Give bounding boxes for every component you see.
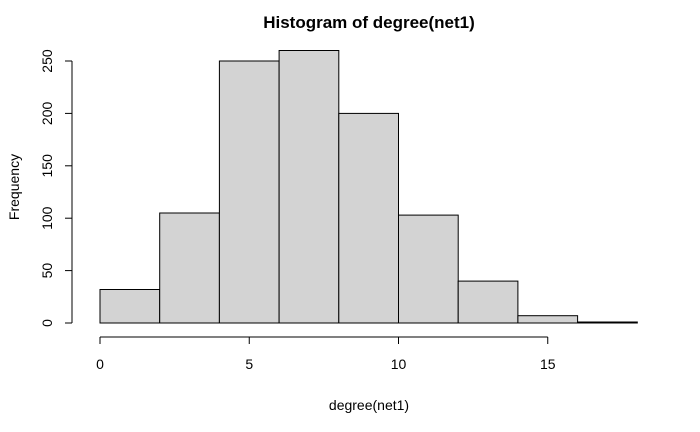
y-axis: 0 50 100 150 200 250: [39, 49, 73, 327]
histogram-bar: [517, 315, 579, 324]
y-tick-label: 250: [39, 49, 55, 73]
x-tick-label: 0: [96, 356, 104, 372]
histogram-bar: [577, 321, 638, 324]
y-tick-label: 150: [39, 154, 55, 178]
chart-title: Histogram of degree(net1): [263, 13, 475, 32]
y-tick-label: 50: [39, 263, 55, 279]
y-tick-label: 200: [39, 102, 55, 126]
histogram-bar: [278, 50, 340, 324]
x-axis: 0 5 10 15: [96, 336, 556, 372]
x-tick-label: 5: [245, 356, 253, 372]
histogram-bar: [398, 214, 459, 324]
histogram-bar: [338, 112, 399, 324]
x-tick-label: 15: [540, 356, 556, 372]
histogram-bar: [457, 280, 519, 324]
y-axis-label: Frequency: [6, 154, 22, 220]
x-tick-label: 10: [391, 356, 407, 372]
histogram-bar: [218, 60, 280, 324]
histogram-bar: [159, 212, 220, 324]
y-tick-label: 0: [39, 319, 55, 327]
bars-group: [99, 50, 638, 324]
x-axis-label: degree(net1): [329, 397, 409, 413]
histogram-bar: [99, 289, 161, 324]
y-tick-label: 100: [39, 206, 55, 230]
